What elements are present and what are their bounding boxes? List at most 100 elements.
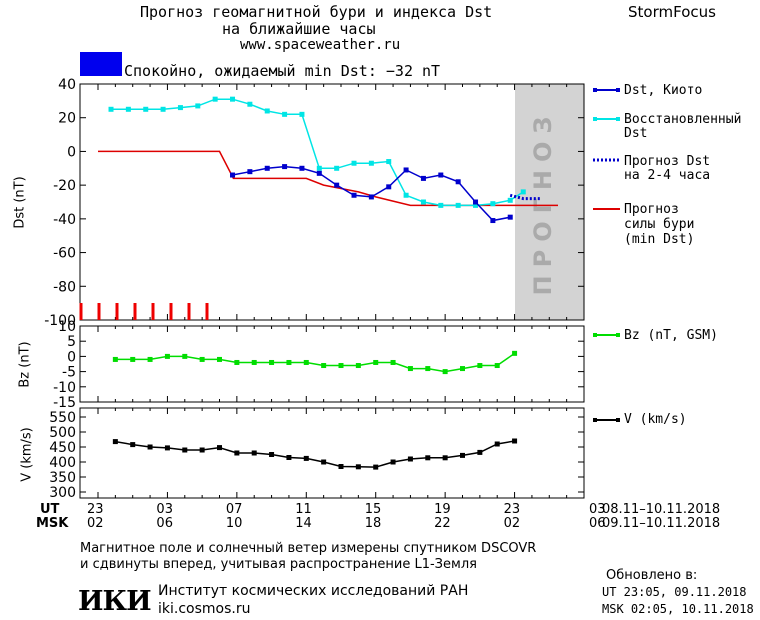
data-point (490, 201, 496, 207)
ut-date-range: 08.11–10.11.2018 (602, 502, 721, 517)
data-point (282, 164, 288, 170)
data-point (438, 202, 444, 208)
institute-name: Институт космических исследований РАН (158, 583, 469, 599)
series-v-km-s--line (115, 440, 515, 468)
data-point (455, 179, 461, 185)
ut-tick-label: 23 (503, 502, 521, 517)
legend-v-marker (593, 418, 597, 422)
data-point (351, 160, 357, 166)
data-point (147, 356, 153, 362)
dst-ytick-label: -100 (44, 313, 76, 329)
dst-ytick-label: 40 (58, 77, 76, 93)
msk-axis-label: MSK (36, 516, 69, 531)
chart-title-line1: Прогноз геомагнитной бури и индекса Dst (140, 3, 493, 21)
iki-logo: ИКИ (78, 586, 152, 617)
data-point (438, 172, 444, 178)
v-axis-title: V (km/s) (19, 427, 35, 482)
data-point (473, 199, 479, 205)
dst-ytick-label: 20 (58, 111, 76, 127)
legend-restored-marker-end (616, 117, 620, 121)
data-point (334, 182, 340, 188)
data-point (112, 439, 118, 445)
data-point (217, 356, 222, 362)
data-point (160, 106, 166, 112)
bz-ytick-label: -5 (62, 365, 76, 381)
bz-ytick-label: -15 (53, 395, 76, 411)
data-point (390, 459, 396, 465)
ut-tick-label: 19 (434, 502, 451, 517)
data-point (164, 445, 170, 451)
data-point (182, 447, 188, 453)
legend-forecast-label-2: на 2-4 часа (624, 168, 711, 183)
dst-ytick-label: -40 (53, 212, 76, 228)
msk-tick-label: 06 (156, 516, 173, 531)
brand-name: StormFocus (628, 3, 716, 21)
data-point (195, 103, 201, 109)
data-point (234, 359, 240, 365)
msk-tick-label: 02 (87, 516, 104, 531)
data-point (355, 363, 361, 369)
data-point (177, 105, 183, 111)
msk-date-range: 09.11–10.11.2018 (602, 516, 721, 531)
ut-tick-label: 03 (589, 502, 606, 517)
data-point (316, 165, 322, 171)
data-point (455, 202, 461, 208)
data-point (425, 366, 431, 372)
data-point (247, 169, 253, 175)
legend-storm-label-2: силы бури (624, 217, 695, 232)
data-point (420, 199, 426, 205)
bz-axis-title: Bz (nT) (17, 341, 33, 388)
institute-url[interactable]: iki.cosmos.ru (158, 601, 251, 617)
legend-bz-label: Bz (nT, GSM) (624, 328, 718, 343)
ut-axis-label: UT (40, 502, 60, 517)
status-text: Спокойно, ожидаемый min Dst: −32 nT (124, 62, 441, 80)
ut-tick-label: 07 (225, 502, 243, 517)
legend-v-label: V (km/s) (624, 412, 687, 427)
storm-forecast-line (98, 150, 558, 207)
website-link[interactable]: www.spaceweather.ru (240, 37, 401, 53)
legend (593, 88, 620, 422)
data-point (442, 369, 448, 375)
legend-v-marker-end (616, 418, 620, 422)
bz-ytick-label: 10 (58, 319, 76, 335)
data-point (269, 452, 275, 457)
data-point (490, 218, 496, 224)
legend-restored-label: Восстановленный (624, 112, 742, 127)
data-point (425, 455, 431, 461)
dst-ytick-label: -60 (53, 246, 76, 262)
data-point (125, 106, 131, 112)
data-point (286, 455, 292, 460)
data-point (112, 356, 118, 362)
data-point (251, 450, 257, 456)
data-point (442, 455, 448, 461)
data-point (373, 359, 379, 365)
data-point (368, 160, 374, 166)
data-point (520, 189, 526, 195)
data-point (303, 455, 309, 461)
data-point (108, 106, 114, 112)
data-point (247, 101, 253, 107)
msk-tick-label: 10 (225, 516, 243, 531)
series-bz-nt-gsm--line (115, 352, 516, 373)
data-point (373, 464, 379, 470)
v-ytick-label: 350 (49, 470, 76, 486)
data-point (477, 363, 483, 369)
v-ytick-label: 450 (49, 440, 76, 456)
data-point (473, 202, 479, 208)
ut-tick-label: 03 (156, 502, 173, 517)
dst-axis-title: Dst (nT) (12, 176, 28, 229)
data-point (130, 442, 136, 448)
updated-msk: MSK 02:05, 10.11.2018 (602, 602, 754, 616)
status-indicator (80, 52, 122, 76)
data-point (303, 359, 309, 365)
data-point (143, 106, 149, 112)
data-point (230, 96, 236, 102)
bz-ytick-label: -10 (53, 380, 76, 396)
dst-ytick-label: -20 (53, 178, 76, 194)
ut-tick-label: 23 (87, 502, 104, 517)
updated-label: Обновлено в: (606, 568, 698, 583)
data-point (460, 452, 465, 458)
forecast-region (515, 84, 584, 320)
data-point (299, 111, 305, 117)
msk-tick-label: 02 (503, 516, 521, 531)
